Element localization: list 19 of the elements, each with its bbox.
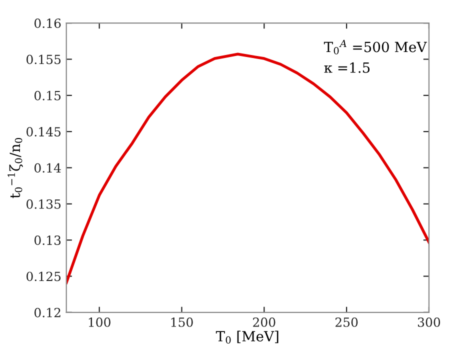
- y-tick-label: 0.16: [34, 18, 61, 28]
- y-tick-label: 0.125: [26, 272, 61, 282]
- y-tick-label: 0.13: [34, 236, 61, 245]
- x-tick-label: 200: [253, 317, 276, 327]
- y-tick-label: 0.145: [26, 127, 61, 136]
- annotation: T$_{0}$$^{A}$ =500 MeV: [324, 40, 427, 54]
- x-axis-title: T$_{0}$ [MeV]: [216, 330, 278, 344]
- y-tick-label: 0.14: [34, 163, 61, 173]
- line-series: [66, 52, 429, 284]
- x-tick-label: 300: [418, 317, 440, 327]
- y-tick-label: 0.12: [34, 308, 60, 318]
- y-tick-label: 0.15: [34, 90, 61, 100]
- x-tick-label: 150: [171, 317, 193, 327]
- y-axis-title: t$_{0}$$^{−1}$ζ$_{0}$/n$_{0}$: [8, 138, 23, 198]
- y-tick-label: 0.155: [26, 54, 61, 64]
- y-tick-label: 0.135: [26, 199, 61, 209]
- x-tick-label: 250: [335, 317, 358, 327]
- x-tick-label: 100: [88, 317, 110, 327]
- annotation: κ =1.5: [324, 62, 370, 73]
